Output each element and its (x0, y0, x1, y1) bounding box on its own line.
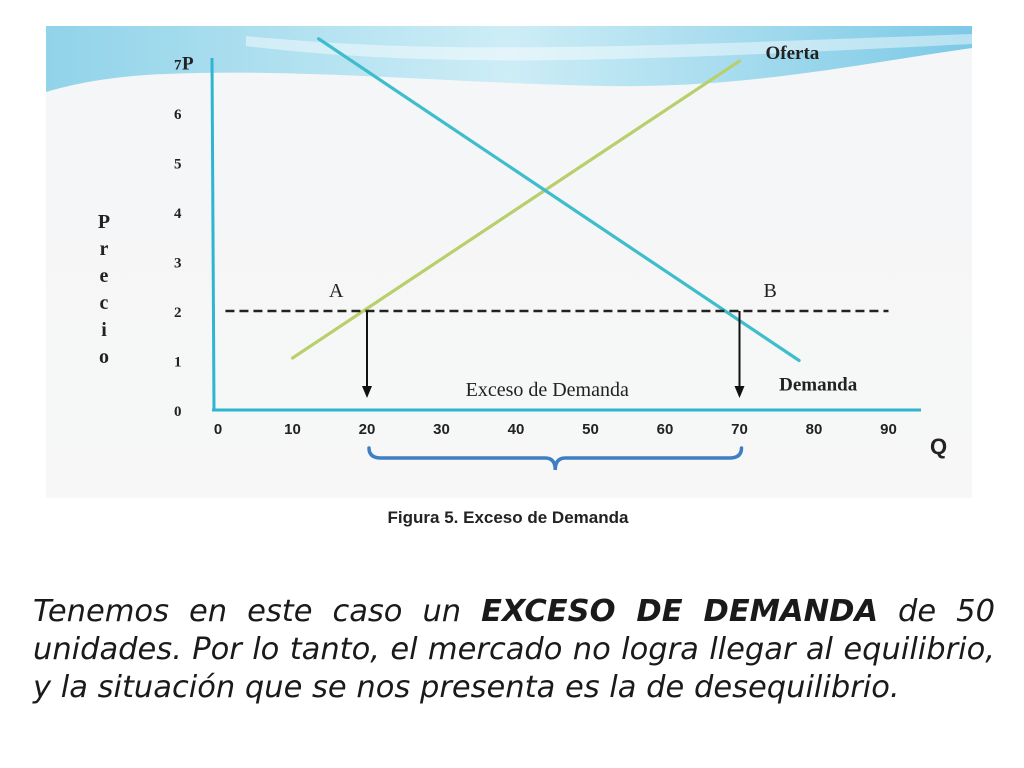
y-tick-label: 5 (174, 157, 182, 173)
header-banner-streak (246, 34, 972, 61)
x-tick-label: 80 (806, 421, 823, 438)
x-axis-end-label: Q (930, 434, 947, 459)
y-axis-top-label: P (182, 54, 194, 75)
x-tick-label: 90 (880, 421, 897, 438)
x-tick-label: 10 (284, 421, 301, 438)
y-tick-label: 3 (174, 256, 182, 272)
supply-line (290, 59, 742, 360)
body-paragraph: Tenemos en este caso un EXCESO DE DEMAND… (33, 593, 995, 707)
y-tick-label: 4 (174, 206, 182, 222)
body-text-part2: de 50 unidades. Por lo tanto, el mercado… (33, 593, 995, 705)
point-label-a: A (329, 280, 344, 302)
y-axis-title-letter: r (100, 238, 109, 260)
y-axis-title-letter: o (99, 346, 109, 368)
body-text-part1: Tenemos en este caso un (33, 593, 482, 629)
point-label-b: B (764, 280, 777, 302)
x-tick-label: 70 (731, 421, 748, 438)
demand-label: Demanda (779, 375, 858, 396)
x-tick-label: 40 (508, 421, 525, 438)
y-axis-title-letter: i (101, 319, 107, 341)
header-banner (46, 26, 972, 92)
y-axis-title-letter: e (100, 265, 109, 287)
y-tick-label: 1 (174, 355, 182, 371)
x-tick-label: 0 (214, 421, 222, 438)
x-tick-label: 20 (359, 421, 376, 438)
x-tick-label: 60 (657, 421, 674, 438)
supply-label: Oferta (766, 43, 820, 64)
arrow-head-a (362, 386, 372, 398)
y-tick-label: 7 (174, 58, 182, 74)
excess-demand-label: Exceso de Demanda (466, 379, 629, 401)
excess-brace (367, 446, 744, 471)
panel-background (46, 26, 972, 498)
y-axis-title-letter: c (100, 292, 109, 314)
y-tick-label: 2 (174, 305, 182, 321)
y-axis (210, 57, 216, 411)
body-highlight: EXCESO DE DEMANDA (481, 593, 879, 629)
x-tick-label: 30 (433, 421, 450, 438)
arrow-head-b (734, 386, 745, 398)
x-tick-label: 50 (582, 421, 599, 438)
figure-caption: Figura 5. Exceso de Demanda (387, 508, 629, 527)
demand-line (316, 37, 801, 363)
y-axis-title-letter: P (98, 211, 110, 233)
y-tick-label: 6 (174, 107, 182, 123)
y-tick-label: 0 (174, 404, 182, 420)
